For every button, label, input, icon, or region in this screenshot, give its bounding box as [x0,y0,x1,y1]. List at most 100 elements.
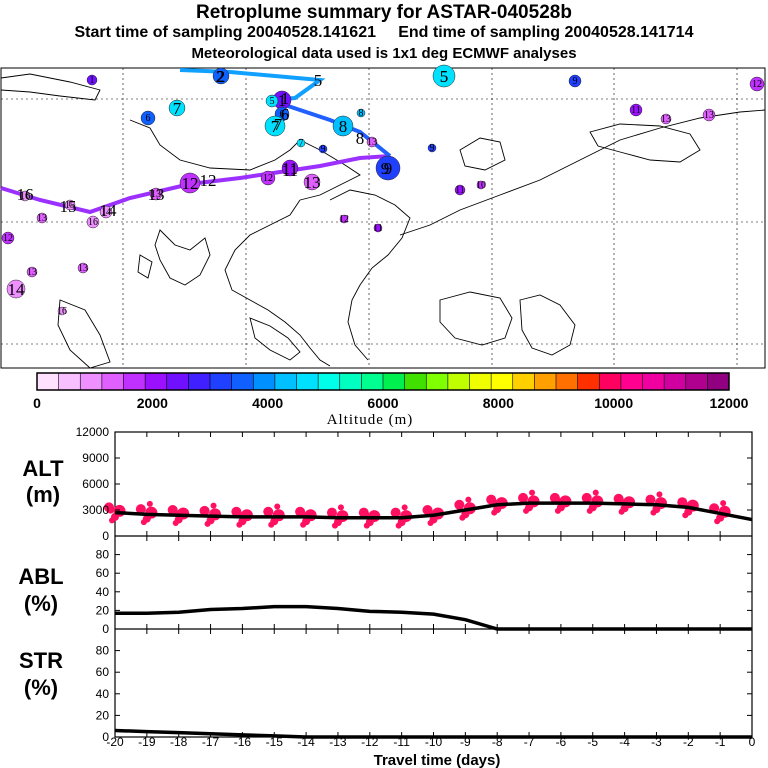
colorbar-cell [58,373,81,390]
map-frame [0,67,766,369]
cluster-label: 1 [90,75,95,86]
alt-panel-unit: (m) [26,482,60,507]
colorbar-cell [361,373,384,390]
cluster-label: 5 [270,96,275,107]
colorbar-cell [707,373,730,390]
colorbar-cell [101,373,124,390]
sampling-times: Start time of sampling 20040528.141621 E… [74,24,694,41]
alt-scatter-point [554,507,561,514]
x-tick-label: -8 [492,735,503,749]
cluster-marker [6,279,26,299]
cluster-marker [296,138,306,148]
alt-scatter-point [654,497,667,510]
alt-scatter-point [331,522,338,529]
x-axis-label: Travel time (days) [374,752,501,768]
alt-scatter-point [210,502,217,509]
cluster-marker [57,306,67,316]
x-tick-label: -9 [460,735,471,749]
colorbar-cell [188,373,211,390]
cluster-marker [86,215,100,229]
alt-scatter-point [454,499,465,510]
cluster-label: 11 [631,105,641,116]
alt-scatter-point [682,512,689,519]
alt-scatter-point [106,505,115,514]
cluster-label: 13 [37,213,47,224]
x-tick-label: -13 [329,735,347,749]
trajectory-day-label: 5 [440,67,449,86]
alt-scatter-point [274,503,281,510]
alt-scatter-point [390,507,401,518]
cluster-marker [86,74,98,86]
cluster-label: 16 [20,191,30,202]
x-tick-label: -11 [393,735,410,749]
y-tick-label: 3000 [82,503,109,517]
cluster-label: 15 [65,200,75,211]
str-panel-label: STR [19,648,63,673]
colorbar-tick-label: 10000 [594,395,633,411]
map-graticule [1,68,765,368]
x-tick-label: -4 [619,735,630,749]
alt-scatter-point [645,494,656,505]
cluster-label: 16 [88,217,98,228]
cluster-marker [19,190,31,202]
cluster-marker [99,205,113,219]
cluster-marker [356,108,366,118]
x-tick-label: 0 [749,735,756,749]
cluster-marker [1,231,15,245]
cluster-label: 9 [321,144,326,155]
panels-frame [114,431,753,738]
cluster-label: 12 [3,233,13,244]
series-line [114,501,753,522]
met-data-note: Meteorological data used is 1x1 deg ECMW… [191,45,577,62]
abl-panel-label: ABL [18,564,63,589]
alt-scatter-point [465,496,472,503]
colorbar-cell [512,373,535,390]
trajectory-day-label: 13 [148,185,165,204]
colorbar-label: Altitude (m) [327,412,414,428]
cluster-label: 13 [304,173,321,192]
x-tick-label: -6 [556,735,567,749]
trajectory-day-label: 16 [17,185,34,204]
x-tick-label: -15 [266,735,284,749]
alt-scatter-point [427,520,434,526]
colorbar-cell [426,373,449,390]
trajectory-day-label: 7 [274,115,283,134]
cluster-marker [568,74,582,88]
cluster-marker [432,64,456,88]
cluster-label: 13 [367,137,377,148]
cluster-marker [660,113,672,125]
cluster-label: 7 [271,117,280,136]
cluster-label: 9 [430,143,435,154]
x-tick-label: -2 [683,735,694,749]
y-tick-label: 6000 [82,477,109,491]
colorbar-cell [556,373,579,390]
cluster-marker [427,143,437,153]
y-tick-label: 20 [96,603,110,617]
cluster-marker [339,214,349,224]
cluster-marker [265,94,279,108]
colorbar-cell [318,373,341,390]
series-line [115,604,752,631]
cluster-marker [77,262,89,274]
colorbar-cell [685,373,708,390]
y-tick-label: 0 [102,529,109,543]
cluster-label: 13 [704,110,714,121]
alt-scatter-point [656,491,663,498]
cluster-marker [179,172,201,194]
alt-scatter-point [586,507,593,514]
colorbar-tick-label: 2000 [137,395,168,411]
alt-scatter-point [529,489,536,496]
colorbar-cell [166,373,189,390]
y-tick-label: 80 [96,644,110,658]
cluster-label: 14 [8,280,26,299]
alt-scatter-point [523,507,530,514]
cluster-label: 16 [57,306,67,317]
alt-scatter-point [326,507,337,518]
cluster-label: 11 [373,223,383,234]
colorbar-cell [231,373,254,390]
alt-scatter-point [459,514,466,521]
cluster-marker [260,170,276,186]
alt-scatter-point [491,509,498,516]
colorbar-cell [123,373,146,390]
